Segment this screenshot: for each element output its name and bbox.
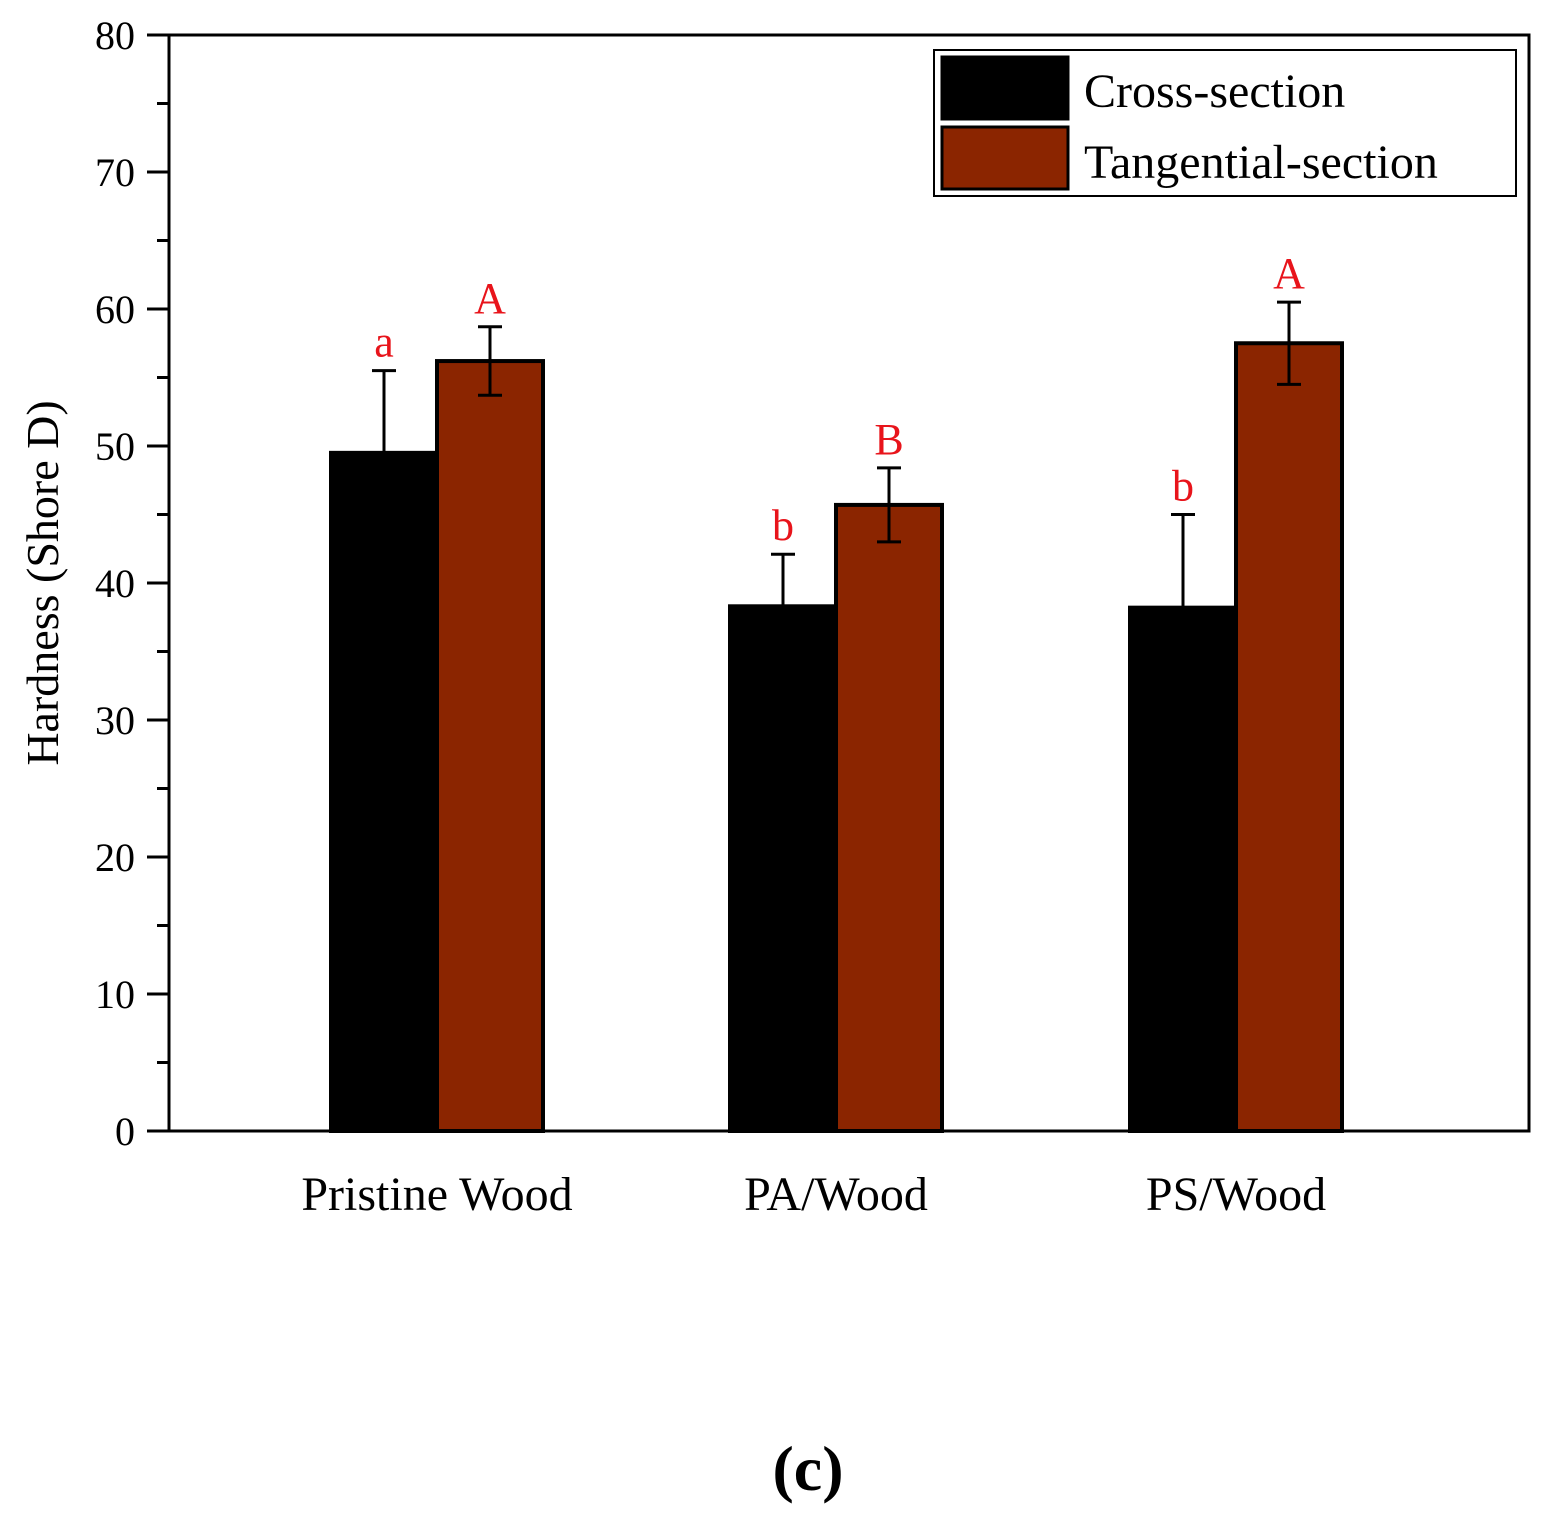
y-tick-label: 80 <box>95 13 135 58</box>
y-tick-label: 60 <box>95 287 135 332</box>
panel-label: (c) <box>772 1433 843 1504</box>
y-axis-title: Hardness (Shore D) <box>17 400 68 765</box>
y-axis-ticks: 0 10 20 30 40 50 60 70 80 <box>95 13 169 1154</box>
x-category-label: PA/Wood <box>744 1168 928 1221</box>
x-category-label: PS/Wood <box>1146 1168 1326 1221</box>
bar-tangential-section <box>435 359 545 1133</box>
bar-cross-section <box>728 604 838 1133</box>
y-tick-label: 70 <box>95 150 135 195</box>
significance-label: A <box>474 274 506 323</box>
significance-label: b <box>1172 462 1194 511</box>
x-axis-category-labels: Pristine Wood PA/Wood PS/Wood <box>301 1168 1326 1221</box>
legend-label-cross-section: Cross-section <box>1084 65 1345 118</box>
bar-tangential-section <box>834 502 944 1134</box>
bar-tangential-section <box>1234 341 1344 1133</box>
x-category-label: Pristine Wood <box>301 1168 572 1221</box>
significance-label: a <box>374 318 394 367</box>
bar-cross-section <box>329 450 439 1134</box>
error-bars <box>372 300 1301 703</box>
y-tick-label: 20 <box>95 835 135 880</box>
y-tick-label: 0 <box>115 1109 135 1154</box>
legend-swatch-cross-section <box>940 55 1070 121</box>
legend: Cross-section Tangential-section <box>933 49 1517 197</box>
legend-swatch-tangential-section <box>940 125 1070 191</box>
legend-label-tangential-section: Tangential-section <box>1084 136 1438 189</box>
plot-frame <box>167 33 1531 1133</box>
y-tick-label: 30 <box>95 698 135 743</box>
y-tick-label: 40 <box>95 561 135 606</box>
significance-labels: a Ab Bb A <box>374 249 1305 550</box>
y-tick-label: 50 <box>95 424 135 469</box>
y-tick-label: 10 <box>95 972 135 1017</box>
significance-label: b <box>772 501 794 550</box>
significance-label: B <box>874 415 903 464</box>
significance-label: A <box>1273 249 1305 298</box>
